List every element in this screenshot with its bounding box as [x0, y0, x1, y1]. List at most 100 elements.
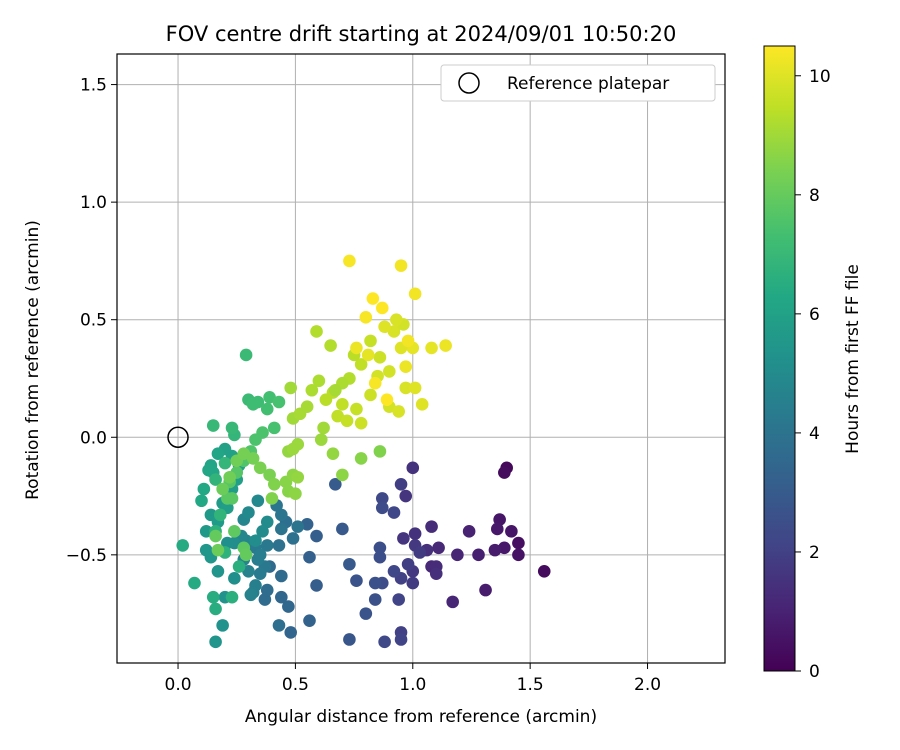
data-point — [244, 588, 258, 602]
data-point — [432, 541, 445, 555]
data-point — [373, 445, 387, 458]
data-point — [394, 633, 408, 646]
data-point — [197, 482, 211, 496]
data-point — [272, 619, 286, 632]
data-point — [195, 494, 208, 508]
plot-frame — [116, 53, 726, 664]
data-point — [488, 543, 502, 557]
data-point — [375, 492, 389, 505]
data-point — [343, 254, 356, 268]
data-point — [354, 358, 368, 371]
data-point — [336, 468, 349, 482]
data-point — [312, 374, 326, 388]
data-point — [375, 301, 389, 315]
data-point — [387, 564, 401, 578]
data-point — [260, 515, 274, 529]
data-points — [176, 254, 551, 649]
data-point — [216, 619, 229, 632]
data-point — [291, 438, 305, 451]
data-point — [251, 494, 265, 508]
data-point — [249, 433, 262, 446]
data-point — [300, 400, 314, 414]
data-point — [378, 320, 391, 334]
data-point — [272, 539, 286, 552]
data-point — [242, 564, 255, 578]
data-point — [253, 548, 267, 562]
data-point — [336, 522, 349, 536]
data-point — [310, 579, 323, 592]
data-point — [373, 550, 387, 564]
data-point — [289, 487, 302, 501]
data-point — [446, 595, 459, 609]
colorbar-tick-label: 4 — [809, 424, 820, 444]
data-point — [387, 325, 401, 338]
data-point — [350, 402, 363, 416]
data-point — [211, 447, 225, 461]
data-point — [242, 506, 255, 519]
data-point — [310, 325, 323, 338]
x-tick-label: 2.0 — [634, 675, 661, 695]
data-point — [237, 447, 251, 461]
colorbar-gradient — [763, 45, 796, 672]
data-point — [260, 402, 274, 416]
data-point — [350, 341, 363, 355]
data-point — [310, 529, 323, 543]
data-point — [209, 529, 222, 543]
data-point — [275, 508, 288, 522]
data-point — [211, 564, 225, 578]
data-point — [275, 590, 288, 604]
data-point — [324, 339, 337, 352]
data-point — [383, 365, 396, 378]
data-point — [275, 522, 288, 536]
data-point — [275, 569, 288, 583]
data-point — [387, 506, 401, 519]
data-point — [284, 381, 298, 395]
data-point — [368, 576, 382, 590]
axis-ticks: 0.0 0.5 1.0 1.5 2.0 −0.5 0.0 0.5 1.0 1.5 — [66, 76, 661, 695]
data-point — [361, 348, 375, 362]
x-tick-label: 0.5 — [282, 675, 309, 695]
data-point — [199, 525, 213, 538]
y-tick-label: 0.0 — [80, 428, 107, 448]
data-point — [490, 522, 504, 536]
data-point — [401, 334, 415, 348]
data-point — [406, 461, 420, 475]
data-point — [364, 388, 377, 402]
data-point — [462, 525, 476, 538]
data-point — [216, 482, 229, 496]
data-point — [364, 334, 377, 348]
colorbar-tick-label: 6 — [809, 305, 820, 325]
data-point — [380, 393, 394, 406]
data-point — [354, 452, 368, 465]
data-point — [373, 351, 387, 364]
data-point — [303, 614, 316, 627]
x-axis-label: Angular distance from reference (arcmin) — [245, 707, 597, 727]
data-point — [251, 395, 265, 409]
data-point — [451, 548, 464, 562]
data-point — [211, 543, 225, 557]
data-point — [329, 383, 342, 397]
colorbar-tick-label: 2 — [809, 543, 820, 563]
y-tick-label: −0.5 — [66, 546, 107, 566]
data-point — [390, 313, 403, 327]
data-point — [340, 414, 354, 428]
data-point — [218, 456, 232, 470]
data-point — [291, 470, 305, 484]
data-point — [260, 583, 274, 597]
colorbar-tick-label: 10 — [809, 67, 831, 87]
data-point — [378, 635, 391, 649]
data-point — [267, 421, 281, 435]
colorbar-tick-label: 8 — [809, 186, 820, 206]
data-point — [359, 607, 373, 620]
data-point — [354, 416, 368, 430]
data-point — [267, 477, 281, 491]
data-point — [359, 311, 373, 324]
colorbar-tick-label: 0 — [809, 662, 820, 682]
data-point — [479, 583, 492, 597]
legend-label-reference: Reference platepar — [507, 74, 669, 94]
data-point — [399, 360, 413, 374]
data-point — [253, 461, 267, 475]
data-point — [399, 489, 413, 503]
grid-lines — [117, 54, 725, 663]
